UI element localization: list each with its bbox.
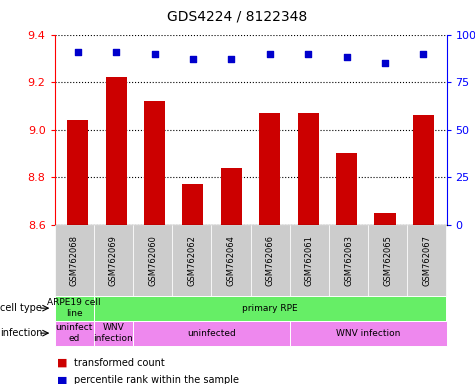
Text: cell type: cell type <box>0 303 42 313</box>
Point <box>381 60 389 66</box>
Bar <box>298 113 319 225</box>
Text: GSM762068: GSM762068 <box>70 235 79 286</box>
Text: uninfect
ed: uninfect ed <box>56 323 93 343</box>
Text: percentile rank within the sample: percentile rank within the sample <box>74 375 238 384</box>
Bar <box>413 115 434 225</box>
Point <box>419 51 427 57</box>
Text: GSM762063: GSM762063 <box>344 235 353 286</box>
Text: primary RPE: primary RPE <box>242 304 298 313</box>
Text: ■: ■ <box>57 358 67 368</box>
Text: ■: ■ <box>57 375 67 384</box>
Point <box>266 51 274 57</box>
Bar <box>221 168 242 225</box>
Point <box>304 51 312 57</box>
Text: GDS4224 / 8122348: GDS4224 / 8122348 <box>167 10 308 23</box>
Text: GSM762067: GSM762067 <box>422 235 431 286</box>
Text: GSM762069: GSM762069 <box>109 235 118 286</box>
Point <box>112 49 120 55</box>
Bar <box>144 101 165 225</box>
Text: GSM762062: GSM762062 <box>187 235 196 286</box>
Point <box>74 49 82 55</box>
Text: GSM762066: GSM762066 <box>266 235 275 286</box>
Point <box>189 56 197 62</box>
Text: WNV
infection: WNV infection <box>94 323 133 343</box>
Text: WNV infection: WNV infection <box>336 329 400 338</box>
Text: GSM762061: GSM762061 <box>305 235 314 286</box>
Text: uninfected: uninfected <box>187 329 236 338</box>
Bar <box>67 120 88 225</box>
Bar <box>336 153 357 225</box>
Point <box>343 54 351 60</box>
Bar <box>374 213 396 225</box>
Text: transformed count: transformed count <box>74 358 164 368</box>
Point <box>228 56 235 62</box>
Text: GSM762065: GSM762065 <box>383 235 392 286</box>
Point <box>151 51 158 57</box>
Text: GSM762064: GSM762064 <box>227 235 236 286</box>
Bar <box>105 77 127 225</box>
Text: ARPE19 cell
line: ARPE19 cell line <box>48 298 101 318</box>
Text: GSM762060: GSM762060 <box>148 235 157 286</box>
Bar <box>259 113 280 225</box>
Bar <box>182 184 203 225</box>
Text: infection: infection <box>0 328 43 338</box>
